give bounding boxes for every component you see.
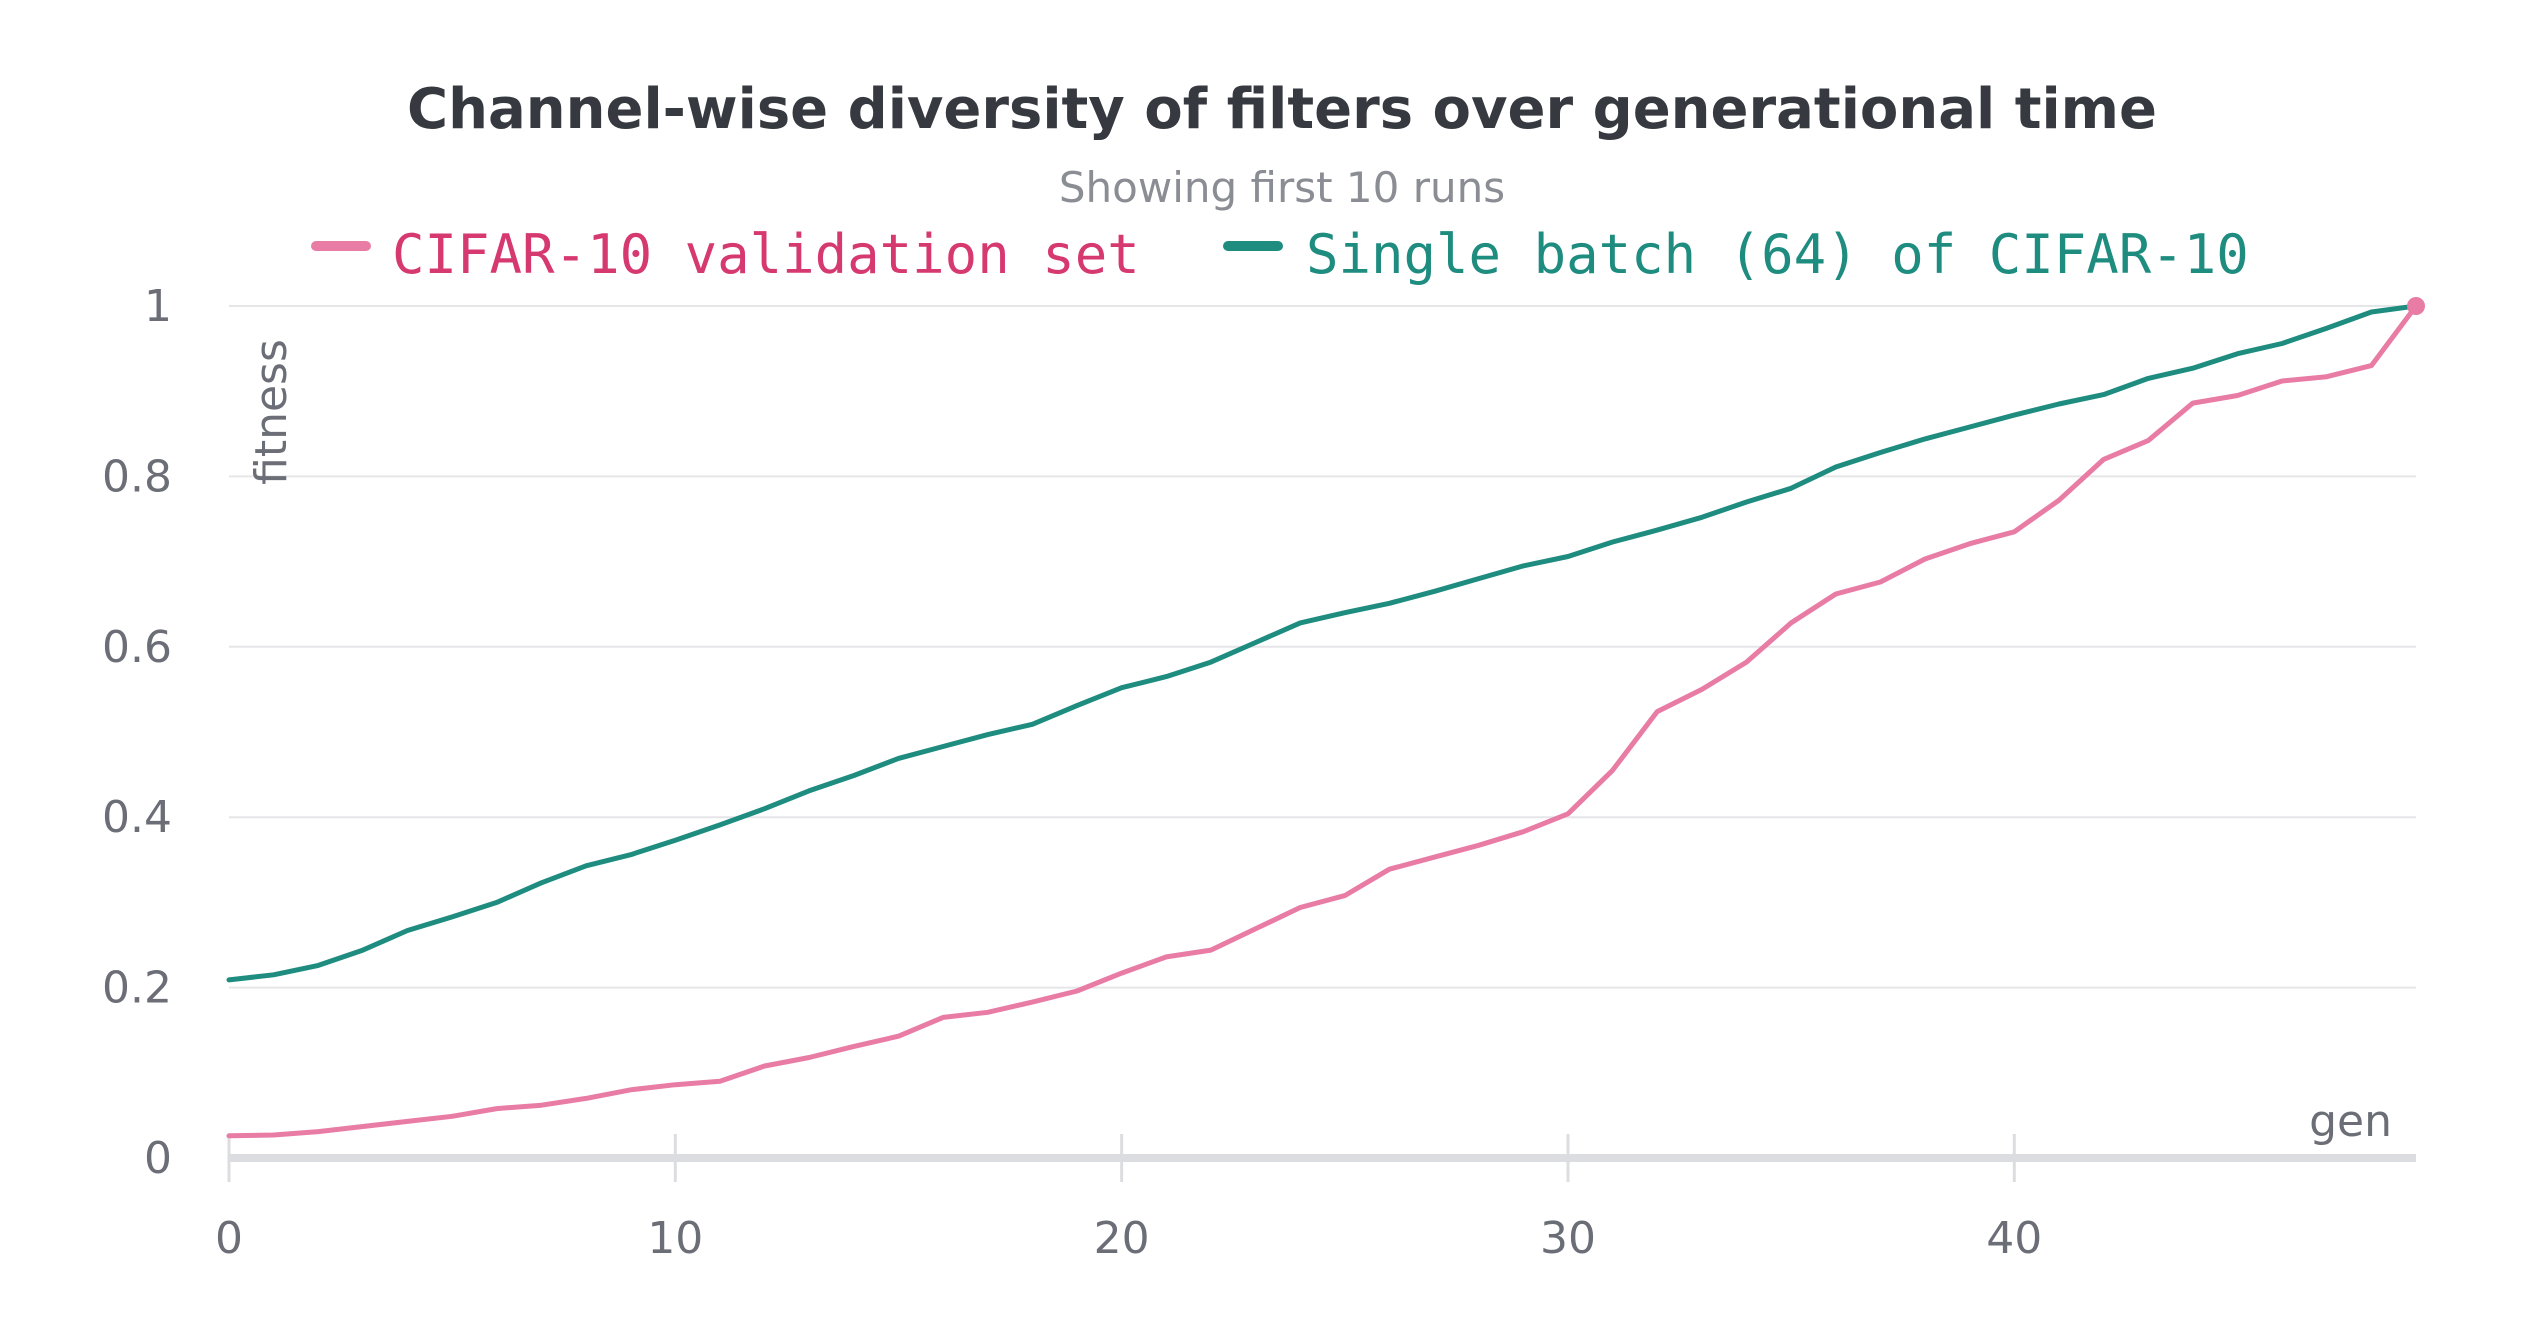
series-end-point xyxy=(2407,297,2425,315)
y-tick-label: 0.2 xyxy=(102,963,172,1014)
x-tick-label: 40 xyxy=(1986,1213,2042,1264)
y-tick-label: 0.8 xyxy=(102,451,172,502)
series-layer xyxy=(226,297,2425,1139)
x-tick-label: 0 xyxy=(215,1213,243,1264)
x-tick-label: 10 xyxy=(647,1213,703,1264)
x-axis-ticks: 0 10 20 30 40 xyxy=(215,1134,2042,1264)
series-line-validation xyxy=(226,303,2419,1139)
chart-subtitle: Showing first 10 runs xyxy=(1059,163,1505,212)
legend-label-single-batch: Single batch (64) of CIFAR-10 xyxy=(1306,223,2249,286)
chart-title: Channel-wise diversity of filters over g… xyxy=(407,77,2157,142)
y-tick-label: 0.6 xyxy=(102,622,172,673)
y-tick-label: 1 xyxy=(144,281,172,332)
y-axis-title: fitness xyxy=(246,339,297,485)
legend-label-validation: CIFAR-10 validation set xyxy=(392,223,1140,286)
y-tick-label: 0 xyxy=(144,1133,172,1184)
y-axis-ticks: 0 0.2 0.4 0.6 0.8 1 xyxy=(102,281,172,1184)
y-tick-label: 0.4 xyxy=(102,792,172,843)
x-axis-title: gen xyxy=(2309,1096,2392,1147)
grid xyxy=(229,305,2416,989)
legend: CIFAR-10 validation set Single batch (64… xyxy=(311,223,2249,286)
x-tick-label: 20 xyxy=(1094,1213,1150,1264)
x-tick-label: 30 xyxy=(1540,1213,1596,1264)
series-line-single-batch xyxy=(226,303,2419,983)
